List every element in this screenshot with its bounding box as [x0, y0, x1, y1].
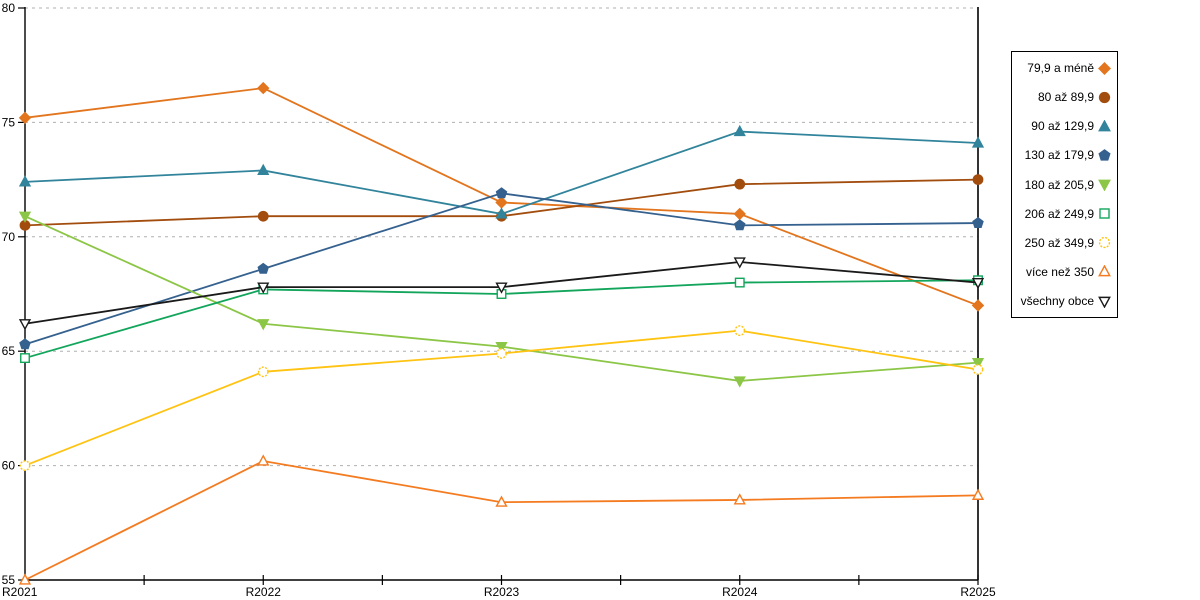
data-point [733, 124, 746, 137]
legend-label: 79,9 a méně [1027, 61, 1094, 75]
legend-item: 206 až 249,9 [1016, 207, 1111, 221]
data-point [1098, 149, 1111, 161]
data-point [495, 187, 508, 199]
data-point [18, 573, 32, 585]
x-tick-label: R2025 [960, 585, 996, 599]
data-point [1098, 179, 1111, 191]
y-tick-label: 60 [2, 459, 16, 473]
data-point [257, 210, 269, 222]
data-point [734, 325, 746, 336]
data-point [20, 353, 30, 364]
series-8 [18, 257, 985, 331]
legend-item: 180 až 205,9 [1016, 178, 1111, 192]
series-4 [18, 211, 985, 388]
y-tick-label: 70 [2, 230, 16, 244]
data-point [733, 219, 746, 231]
series-0 [18, 81, 985, 312]
legend-item: 130 až 179,9 [1016, 148, 1111, 162]
x-tick-label: R2023 [484, 585, 520, 599]
data-point [1098, 265, 1111, 277]
y-tick-label: 80 [2, 1, 16, 15]
legend-item: 80 až 89,9 [1016, 90, 1111, 104]
legend-label: 80 až 89,9 [1037, 90, 1094, 105]
data-point [495, 495, 508, 507]
data-point [18, 175, 32, 187]
data-point [257, 163, 270, 176]
legend-label: 130 až 179,9 [1024, 148, 1094, 163]
data-point [18, 319, 32, 331]
legend-open-circle-icon [1098, 237, 1111, 249]
legend-label: 206 až 249,9 [1024, 206, 1094, 221]
legend-label: 250 až 349,9 [1024, 235, 1094, 250]
data-point [18, 111, 32, 125]
legend-circle-icon [1098, 91, 1111, 103]
data-point [257, 262, 270, 274]
legend-label: více než 350 [1025, 264, 1094, 279]
legend-item: 79,9 a méně [1016, 61, 1111, 75]
legend-item: 250 až 349,9 [1016, 236, 1111, 250]
y-tick-label: 75 [2, 115, 16, 129]
data-point [733, 376, 746, 388]
series-2 [18, 124, 985, 219]
data-point [19, 338, 31, 350]
data-point [1098, 91, 1111, 103]
data-point [496, 348, 507, 359]
data-point [733, 257, 746, 269]
data-point [1098, 119, 1111, 132]
legend-item: všechny obce [1016, 294, 1111, 308]
legend-item: 90 až 129,9 [1016, 119, 1111, 133]
data-point [495, 207, 508, 219]
legend-open-triangle-down-icon [1098, 296, 1111, 308]
series-7 [18, 454, 985, 585]
data-point [1098, 296, 1111, 308]
data-point [18, 211, 32, 223]
legend-label: všechny obce [1020, 294, 1094, 308]
y-tick-label: 55 [2, 573, 16, 587]
data-point [257, 319, 270, 331]
data-point [19, 460, 31, 471]
data-point [257, 282, 270, 294]
series-3 [19, 187, 984, 350]
data-point [971, 136, 985, 148]
legend-diamond-icon [1098, 61, 1111, 75]
data-point [971, 299, 985, 312]
data-point [495, 196, 508, 209]
series-line [24, 460, 979, 581]
x-tick-label: R2022 [246, 585, 282, 599]
legend-item: více než 350 [1016, 265, 1111, 279]
legend-label: 180 až 205,9 [1024, 177, 1094, 192]
data-point [971, 488, 985, 500]
data-point [257, 454, 270, 466]
series-6 [19, 325, 984, 471]
legend-label: 90 až 129,9 [1031, 119, 1094, 134]
legend-triangle-down-icon [1098, 179, 1111, 191]
data-point [257, 366, 269, 378]
legend-pentagon-icon [1098, 149, 1111, 161]
data-point [1098, 237, 1111, 249]
legend-open-square-icon [1099, 208, 1110, 219]
chart-legend: 79,9 a méně 80 až 89,9 90 až 129,9 130 a… [1011, 51, 1118, 318]
data-point [734, 277, 745, 288]
data-point [257, 81, 270, 95]
data-point [972, 217, 984, 228]
x-tick-label: R2024 [722, 585, 758, 599]
data-point [733, 493, 746, 505]
legend-open-triangle-up-icon [1098, 265, 1111, 277]
data-point [733, 207, 746, 221]
legend-triangle-up-icon [1098, 119, 1111, 132]
data-point [734, 178, 746, 190]
data-point [972, 174, 984, 185]
data-point [971, 277, 985, 290]
data-point [971, 358, 985, 370]
data-point [1098, 61, 1111, 75]
data-point [1099, 208, 1110, 219]
data-point [495, 342, 508, 354]
x-tick-label: R2021 [2, 585, 38, 599]
y-tick-label: 65 [2, 344, 16, 358]
data-point [495, 282, 508, 294]
data-point [972, 364, 984, 375]
